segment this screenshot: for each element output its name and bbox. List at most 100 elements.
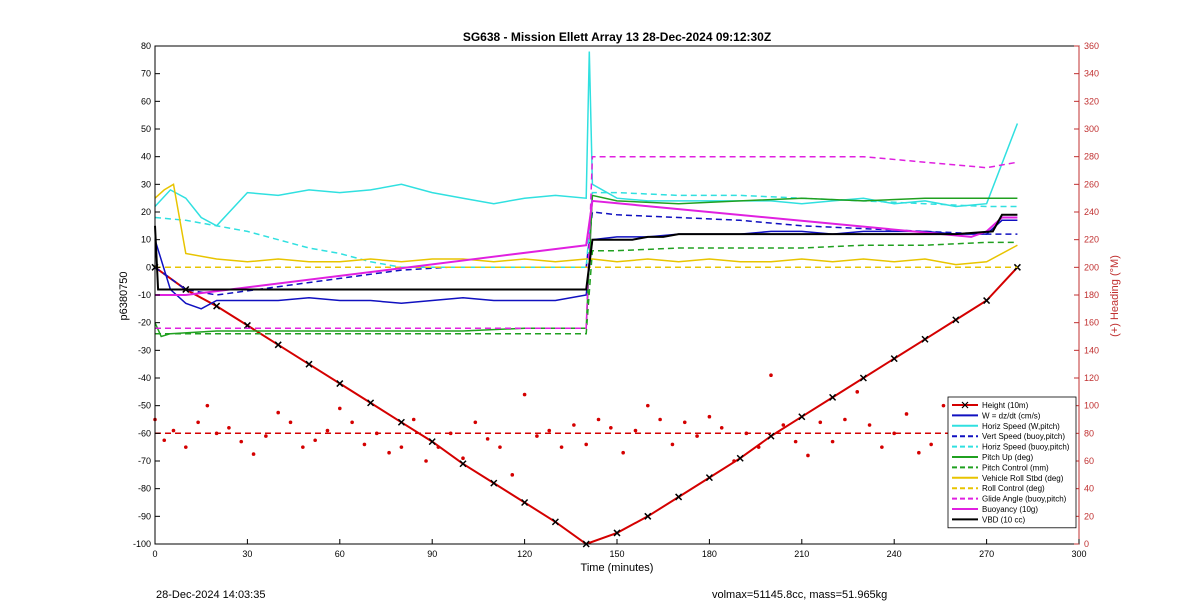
y-tick-label: 50 bbox=[141, 124, 151, 134]
heading-point bbox=[325, 428, 330, 433]
y2-tick-label: 140 bbox=[1084, 345, 1099, 355]
heading-point bbox=[350, 420, 354, 425]
height-marker bbox=[859, 374, 867, 382]
x-tick-label: 0 bbox=[152, 549, 157, 559]
legend-label: Horiz Speed (buoy,pitch) bbox=[982, 443, 1070, 452]
heading-point bbox=[756, 445, 761, 449]
height-marker bbox=[890, 355, 898, 363]
height-marker bbox=[798, 413, 806, 421]
heading-point bbox=[196, 420, 200, 425]
legend-label: Height (10m) bbox=[982, 401, 1029, 410]
heading-point bbox=[436, 445, 441, 449]
heading-point bbox=[251, 452, 256, 456]
y-tick-label: 80 bbox=[141, 41, 151, 51]
heading-point bbox=[609, 426, 613, 430]
heading-point bbox=[559, 445, 564, 449]
legend-box bbox=[947, 396, 1077, 529]
y2-tick-label: 120 bbox=[1084, 373, 1099, 383]
heading-point bbox=[362, 442, 367, 447]
heading-point bbox=[338, 406, 342, 411]
y2-tick-label: 360 bbox=[1084, 41, 1099, 51]
x-tick-label: 120 bbox=[517, 549, 532, 559]
y2-tick-label: 340 bbox=[1084, 69, 1099, 79]
heading-point bbox=[682, 420, 687, 425]
heading-point bbox=[301, 445, 305, 449]
height-marker bbox=[613, 529, 621, 537]
heading-point bbox=[547, 428, 552, 433]
heading-point bbox=[880, 445, 884, 449]
y-tick-label: -60 bbox=[138, 428, 151, 438]
heading-point bbox=[707, 414, 712, 419]
y2-tick-label: 220 bbox=[1084, 235, 1099, 245]
y2-tick-label: 0 bbox=[1084, 539, 1089, 549]
heading-point bbox=[769, 373, 773, 378]
y2-tick-label: 300 bbox=[1084, 124, 1099, 134]
y2-tick-label: 20 bbox=[1084, 511, 1094, 521]
series-1 bbox=[154, 219, 1018, 310]
y-tick-label: 20 bbox=[141, 207, 151, 217]
legend-label: Horiz Speed (W,pitch) bbox=[982, 422, 1060, 431]
y-tick-label: 30 bbox=[141, 179, 151, 189]
x-tick-label: 270 bbox=[979, 549, 994, 559]
heading-point bbox=[892, 431, 896, 436]
chart-title: SG638 - Mission Ellett Array 13 28-Dec-2… bbox=[463, 30, 771, 44]
legend-label: Buoyancy (10g) bbox=[982, 505, 1038, 514]
height-marker bbox=[274, 341, 282, 349]
height-marker bbox=[644, 512, 652, 520]
y2-tick-label: 240 bbox=[1084, 207, 1099, 217]
y2-tick-label: 80 bbox=[1084, 428, 1094, 438]
heading-point bbox=[633, 428, 638, 433]
x-tick-label: 30 bbox=[242, 549, 252, 559]
heading-point bbox=[781, 423, 786, 427]
heading-point bbox=[510, 473, 515, 477]
height-marker bbox=[397, 418, 405, 426]
heading-point bbox=[917, 450, 921, 455]
height-marker bbox=[767, 432, 775, 440]
y2-tick-label: 40 bbox=[1084, 484, 1094, 494]
heading-point bbox=[535, 434, 539, 438]
series-line bbox=[155, 241, 1018, 335]
heading-point bbox=[830, 439, 835, 444]
height-marker bbox=[736, 454, 744, 462]
x-tick-label: 210 bbox=[794, 549, 809, 559]
legend-label: Pitch Control (mm) bbox=[982, 463, 1049, 472]
height-marker bbox=[551, 518, 559, 526]
height-marker bbox=[459, 460, 467, 468]
legend-label: Vehicle Roll Stbd (deg) bbox=[982, 474, 1064, 483]
heading-point bbox=[941, 403, 946, 408]
heading-point bbox=[806, 453, 810, 458]
x-tick-label: 240 bbox=[887, 549, 902, 559]
y-tick-label: -80 bbox=[138, 484, 151, 494]
height-marker bbox=[921, 335, 929, 343]
heading-point bbox=[485, 437, 490, 441]
height-marker bbox=[490, 479, 498, 487]
heading-point bbox=[399, 445, 404, 449]
heading-point bbox=[793, 439, 798, 444]
y-tick-label: 10 bbox=[141, 235, 151, 245]
series-11 bbox=[154, 213, 1018, 291]
heading-point bbox=[867, 423, 872, 427]
y-tick-label: 0 bbox=[146, 262, 151, 272]
y2-tick-label: 320 bbox=[1084, 96, 1099, 106]
y2-tick-label: 60 bbox=[1084, 456, 1094, 466]
y-tick-label: 60 bbox=[141, 96, 151, 106]
y2-tick-label: 100 bbox=[1084, 401, 1099, 411]
legend-label: Roll Control (deg) bbox=[982, 484, 1045, 493]
height-marker bbox=[705, 474, 713, 482]
y2-tick-label: 160 bbox=[1084, 318, 1099, 328]
x-tick-label: 90 bbox=[427, 549, 437, 559]
heading-point bbox=[162, 438, 167, 443]
legend-label: W = dz/dt (cm/s) bbox=[982, 411, 1041, 420]
heading-point bbox=[288, 420, 293, 425]
heading-point bbox=[670, 442, 675, 447]
heading-point bbox=[596, 417, 601, 422]
series-2 bbox=[154, 51, 1019, 227]
heading-point bbox=[818, 420, 823, 425]
y-tick-label: -30 bbox=[138, 345, 151, 355]
height-marker bbox=[952, 316, 960, 324]
series-3 bbox=[154, 211, 1018, 296]
legend: Height (10m)W = dz/dt (cm/s) Horiz Speed … bbox=[947, 396, 1077, 529]
heading-point bbox=[461, 456, 465, 461]
heading-point bbox=[171, 428, 176, 433]
height-marker bbox=[829, 393, 837, 401]
